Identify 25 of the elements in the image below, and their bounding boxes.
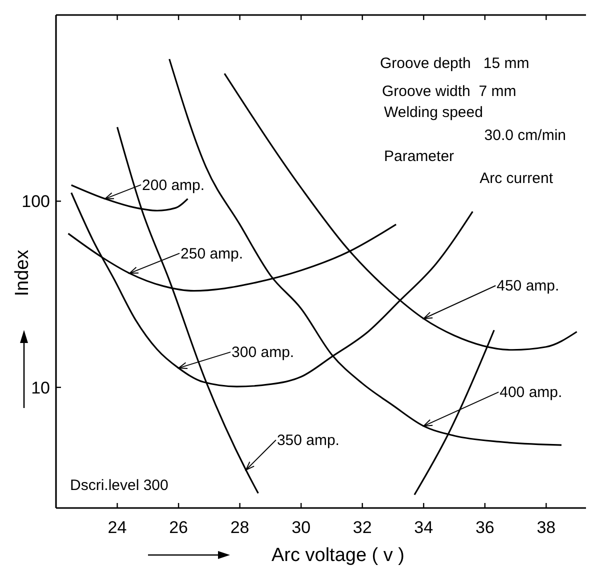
annotation: Parameter — [384, 148, 454, 165]
annotation: Dscri.level 300 — [70, 477, 168, 494]
x-tick-label: 32 — [352, 518, 372, 537]
x-tick-label: 24 — [108, 518, 127, 537]
y-axis-title: Index — [12, 249, 33, 296]
annotation: 400 amp. — [500, 384, 562, 402]
annotation: Groove depth 15 mm — [380, 55, 530, 72]
x-tick-label: 38 — [536, 518, 556, 537]
annotation: 450 amp. — [496, 278, 560, 295]
x-axis-title: Arc voltage ( v ) — [271, 545, 405, 566]
y-tick-label: 10 — [31, 378, 50, 398]
annotation: 30.0 cm/min — [484, 127, 566, 144]
annotation: Arc current — [480, 170, 554, 187]
x-tick-label: 30 — [292, 518, 311, 537]
annotation: Groove width 7 mm — [382, 83, 516, 100]
annotation: 250 amp. — [180, 245, 244, 262]
annotation: 200 amp. — [142, 176, 205, 194]
x-tick-label: 34 — [414, 518, 434, 537]
annotation: 350 amp. — [276, 432, 340, 449]
x-tick-label: 28 — [230, 518, 250, 537]
x-tick-label: 26 — [169, 518, 188, 537]
annotation: Welding speed — [384, 104, 483, 121]
x-tick-label: 36 — [475, 518, 494, 537]
annotation: 300 amp. — [232, 344, 294, 362]
y-tick-label: 100 — [22, 192, 50, 212]
